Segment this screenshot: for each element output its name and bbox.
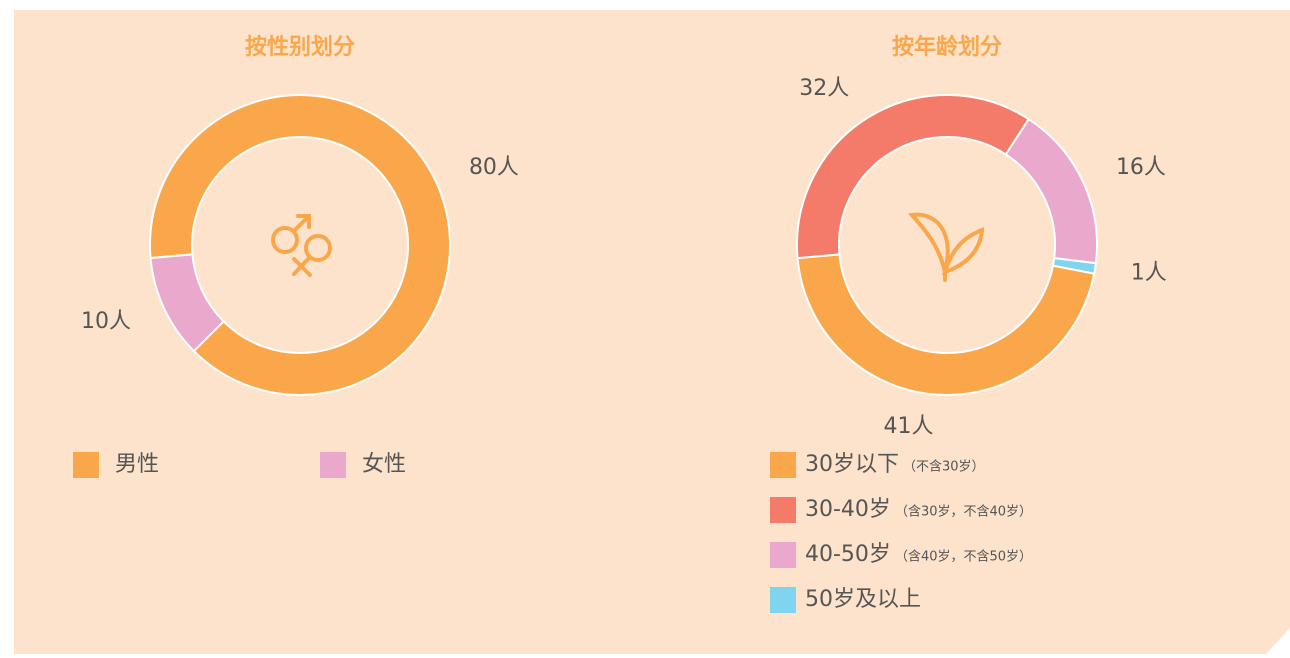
donut-segment	[149, 94, 451, 396]
donut-segment	[149, 253, 226, 353]
female-icon	[292, 255, 312, 277]
legend-note: （含40岁，不含50岁）	[895, 549, 1032, 565]
chart-title: 按性别划分	[245, 34, 355, 60]
legend-label: 30-40岁	[805, 497, 891, 522]
data-label: 10人	[81, 309, 131, 334]
legend-swatch	[770, 542, 796, 568]
chart-title: 按年龄划分	[892, 34, 1002, 60]
inner-center	[212, 157, 388, 333]
donut-segment	[796, 253, 1096, 396]
female-icon	[304, 234, 332, 262]
legend-note: （不含30岁）	[903, 459, 985, 475]
data-label: 1人	[1131, 260, 1167, 285]
legend-label: 女性	[362, 452, 406, 477]
legend-label: 40-50岁	[805, 542, 891, 567]
data-label: 16人	[1116, 155, 1166, 180]
legend-swatch	[770, 452, 796, 478]
leaf-icon	[907, 212, 985, 282]
data-label: 41人	[883, 414, 933, 439]
legend-swatch	[320, 452, 346, 478]
legend-label: 30岁以下	[805, 452, 899, 477]
male-icon	[271, 226, 299, 254]
legend-note: （含30岁，不含40岁）	[895, 504, 1032, 520]
legend-label: 男性	[115, 452, 159, 477]
legend-swatch	[770, 587, 796, 613]
data-label: 80人	[469, 155, 519, 180]
data-label: 32人	[799, 76, 849, 101]
donut-segment	[1051, 257, 1097, 275]
legend-swatch	[73, 452, 99, 478]
male-icon	[292, 214, 311, 233]
legend-swatch	[770, 497, 796, 523]
icons	[271, 212, 985, 282]
donut-segment	[796, 94, 1031, 260]
legend-label: 50岁及以上	[805, 587, 921, 612]
